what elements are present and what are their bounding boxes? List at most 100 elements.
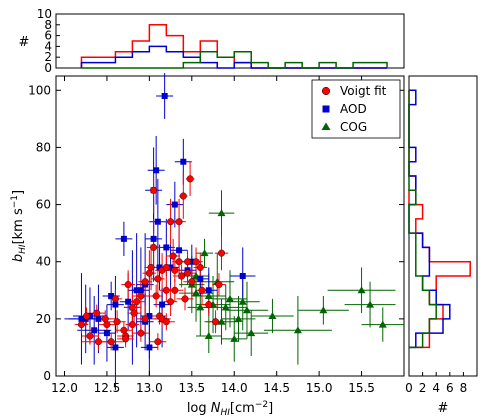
voigt-fit-point [162,263,170,271]
cog-point [217,317,226,325]
top-ytick-label: 4 [44,39,52,53]
voigt-fit-point [137,329,145,337]
cog-point [378,320,387,328]
aod-point [146,313,153,319]
top-ytick-label: 10 [37,7,52,21]
cog-point [234,314,243,322]
aod-point [91,327,98,334]
voigt-fit-point [154,275,162,283]
aod-point [153,167,160,174]
main-xtick-label: 15.5 [348,381,375,395]
top-hist-cog [81,51,388,69]
voigt-fit-point [122,335,130,343]
aod-point [112,301,119,308]
aod-point [239,273,246,279]
main-scatter-frame [55,75,405,377]
voigt-fit-point [171,286,179,294]
cog-point [200,249,209,257]
right-xtick-label: 2 [419,381,427,395]
legend-cog-marker [321,122,331,130]
main-ytick-label: 40 [36,255,51,269]
main-xtick-label: 15.0 [306,381,333,395]
voigt-fit-point [154,338,162,346]
main-ylabel: bHI[km s−1] [10,190,28,262]
voigt-fit-point [184,258,192,266]
cog-point [238,297,247,305]
aod-point [146,344,153,351]
voigt-fit-point [77,321,85,329]
voigt-fit-point [101,315,109,323]
cog-point [268,312,277,319]
aod-point [176,247,183,254]
main-xlabel: log NHI[cm−2] [187,400,273,418]
main-ytick-label: 0 [43,369,51,383]
cog-point [204,292,213,299]
aod-point [108,293,115,299]
voigt-fit-point [175,218,183,226]
aod-point [159,301,166,308]
aod-point [188,258,195,265]
voigt-fit-point [124,281,132,289]
legend-voigt-label: Voigt fit [340,84,387,98]
voigt-fit-point [133,298,141,306]
main-xtick-label: 14.0 [221,381,248,395]
voigt-fit-point [141,278,149,286]
main-xtick-label: 13.0 [136,381,163,395]
voigt-fit-point [218,249,226,257]
voigt-fit-point [192,258,200,266]
aod-point [156,264,163,271]
voigt-fit-point [196,263,204,271]
voigt-fit-point [147,263,155,271]
aod-point [197,275,204,282]
voigt-fit-point [137,292,145,300]
cog-point [357,286,366,294]
aod-point [125,298,132,305]
voigt-fit-point [205,301,213,309]
legend-aod-label: AOD [340,102,367,116]
right-xtick-label: 4 [432,381,440,395]
top-ytick-label: 2 [44,50,52,64]
main-xtick-label: 13.5 [178,381,205,395]
cog-point [247,329,256,337]
main-xtick-label: 12.5 [94,381,121,395]
main-xtick-label: 14.5 [263,381,290,395]
aod-point [137,287,144,294]
cog-point [242,306,251,314]
aod-point [171,201,178,208]
main-ytick-label: 80 [36,140,51,154]
aod-point [161,93,168,99]
cog-point [204,332,213,339]
cog-point [230,334,239,342]
right-xtick-label: 8 [460,381,468,395]
cog-point [226,294,234,302]
cog-point [217,209,226,217]
main-scatter-panel: 12.0 12.5 13.0 13.5 14.0 14.5 15.0 15.5 0 20 40 60… [10,73,405,418]
voigt-fit-point [93,309,101,317]
aod-point [78,315,85,322]
aod-point [112,344,119,351]
main-xtick-label: 12.0 [51,381,78,395]
voigt-fit-point [141,315,149,323]
cog-point [293,326,302,334]
voigt-fit-point [111,295,119,303]
voigt-fit-point [162,286,170,294]
top-ytick-label: 6 [44,29,52,43]
voigt-fit-point [94,338,102,346]
legend-voigt-marker [321,86,331,96]
voigt-fit-point [83,312,91,320]
voigt-fit-point [188,278,196,286]
right-histogram-xlabel: # [438,401,449,416]
top-ytick-label: 0 [44,61,52,75]
right-xtick-label: 0 [405,381,413,395]
voigt-fit-point [179,192,187,200]
main-ytick-label: 60 [36,198,51,212]
voigt-fit-point [198,286,206,294]
aod-point [95,315,102,322]
main-ytick-label: 100 [28,83,51,97]
voigt-fit-point [171,266,179,274]
aod-point [150,235,157,242]
aod-point [167,264,174,271]
legend-cog-label: COG [340,120,367,134]
